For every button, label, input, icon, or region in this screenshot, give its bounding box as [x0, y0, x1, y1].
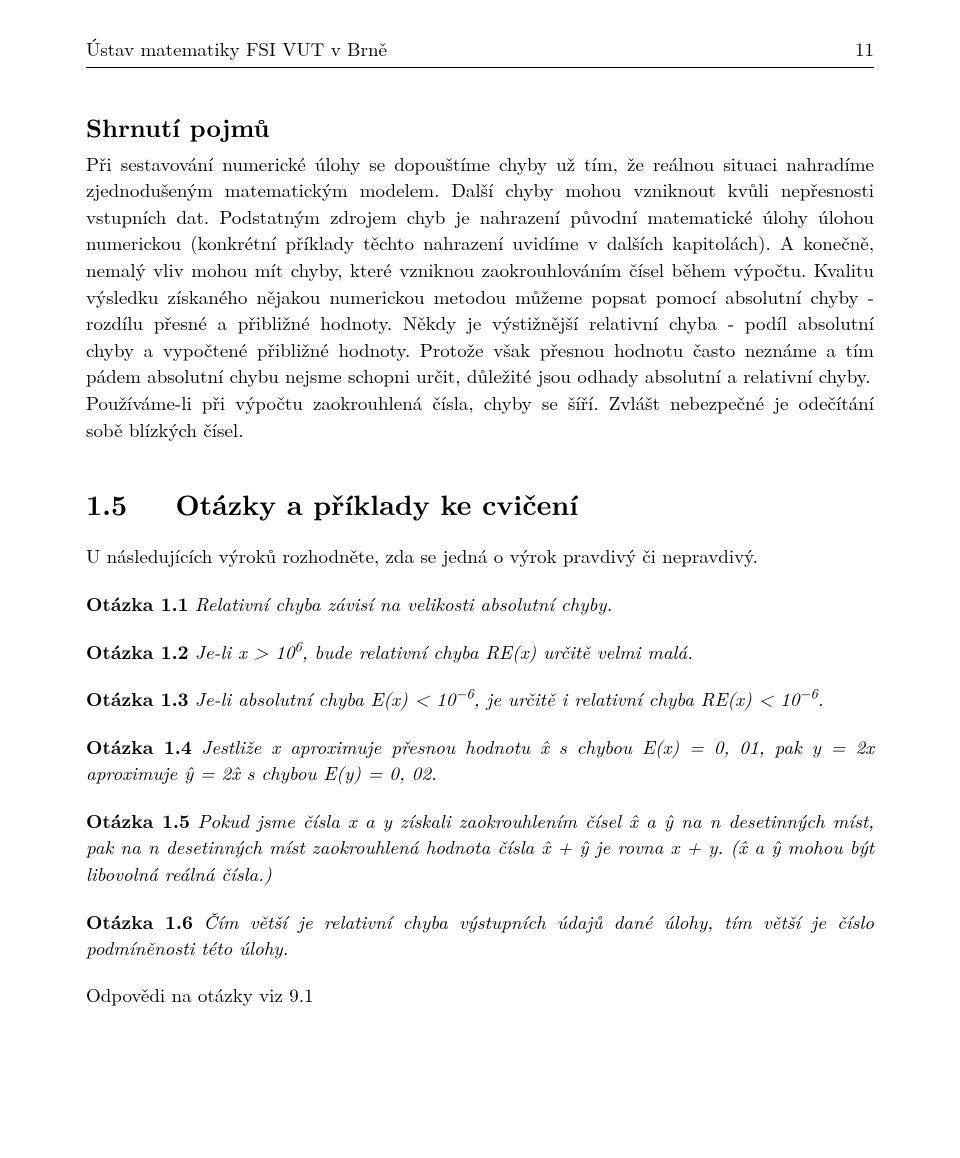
page: Ústav matematiky FSI VUT v Brně 11 Shrnu… [0, 0, 960, 1158]
question-3-label: Otázka 1.3 [86, 684, 189, 712]
question-2-text: Je-li x > 106, bude relativní chyba RE(x… [195, 638, 693, 665]
question-1-label: Otázka 1.1 [86, 589, 189, 617]
question-6-text: Čím větší je relativní chyba výstupních … [86, 908, 874, 962]
header-institution: Ústav matematiky FSI VUT v Brně [86, 36, 387, 63]
question-1-text: Relativní chyba závisí na velikosti abso… [195, 590, 612, 617]
question-6-label: Otázka 1.6 [86, 907, 193, 935]
section-intro: U následujících výroků rozhodněte, zda s… [86, 543, 874, 570]
summary-paragraph-2: Používáme-li při výpočtu zaokrouhlená čí… [86, 390, 874, 443]
header-page-number: 11 [855, 36, 874, 63]
question-3-text: Je-li absolutní chyba E(x) < 10−6, je ur… [195, 685, 824, 712]
question-5: Otázka 1.5 Pokud jsme čísla x a y získal… [86, 807, 874, 888]
summary-paragraph-1: Při sestavování numerické úlohy se dopou… [86, 151, 874, 390]
question-6: Otázka 1.6 Čím větší je relativní chyba … [86, 908, 874, 962]
question-4-text: Jestliže x aproximuje přesnou hodnotu x̂… [86, 733, 874, 787]
question-5-text: Pokud jsme čísla x a y získali zaokrouhl… [86, 807, 874, 887]
question-4-label: Otázka 1.4 [86, 732, 192, 760]
answers-reference: Odpovědi na otázky viz 9.1 [86, 982, 874, 1009]
subsection-title: Shrnutí pojmů [86, 110, 874, 145]
question-2-label: Otázka 1.2 [86, 637, 189, 665]
page-header: Ústav matematiky FSI VUT v Brně 11 [86, 36, 874, 68]
section-number: 1.5 [86, 484, 127, 524]
question-3: Otázka 1.3 Je-li absolutní chyba E(x) < … [86, 685, 874, 713]
question-4: Otázka 1.4 Jestliže x aproximuje přesnou… [86, 733, 874, 787]
question-2: Otázka 1.2 Je-li x > 106, bude relativní… [86, 638, 874, 666]
section-title: 1.5 Otázky a příklady ke cvičení [86, 485, 874, 524]
question-5-label: Otázka 1.5 [86, 806, 190, 834]
question-1: Otázka 1.1 Relativní chyba závisí na vel… [86, 590, 874, 618]
section-heading: Otázky a příklady ke cvičení [175, 484, 578, 524]
